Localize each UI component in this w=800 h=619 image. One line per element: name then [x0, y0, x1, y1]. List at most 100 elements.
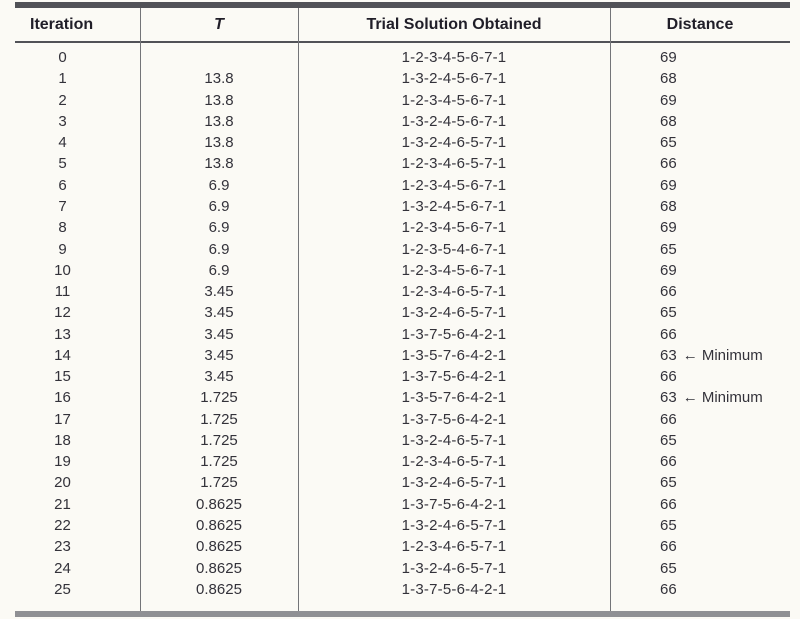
table-row: 7 6.9 1-3-2-4-5-6-7-1 68: [15, 196, 790, 217]
distance-cell: 66: [610, 326, 790, 343]
distance-value: 69: [660, 91, 677, 109]
bottom-rule: [15, 611, 790, 617]
trial-solution-cell: 1-2-3-5-4-6-7-1: [401, 240, 507, 258]
distance-cell: 68: [610, 198, 790, 215]
distance-cell: 66: [610, 538, 790, 555]
distance-value: 63: [660, 389, 677, 407]
column-separator-3: [610, 8, 611, 611]
iteration-cell: 14: [54, 346, 71, 364]
distance-value: 66: [660, 325, 677, 343]
iteration-cell: 10: [54, 261, 71, 279]
distance-value: 66: [660, 453, 677, 471]
trial-solution-cell: 1-3-7-5-6-4-2-1: [401, 410, 507, 428]
temperature-cell: 3.45: [204, 368, 234, 386]
iteration-cell: 17: [54, 410, 71, 428]
temperature-cell: 3.45: [204, 325, 234, 343]
table-row: 25 0.8625 1-3-7-5-6-4-2-1 66: [15, 579, 790, 600]
iteration-cell: 13: [54, 325, 71, 343]
distance-value: 66: [660, 538, 677, 556]
temperature-cell: 13.8: [204, 112, 234, 130]
distance-cell: 66: [610, 411, 790, 428]
distance-value: 65: [660, 474, 677, 492]
trial-solution-cell: 1-3-2-4-6-5-7-1: [401, 474, 507, 492]
distance-value: 65: [660, 134, 677, 152]
top-rule: [15, 2, 790, 8]
table-row: 10 6.9 1-2-3-4-5-6-7-1 69: [15, 260, 790, 281]
trial-solution-cell: 1-2-3-4-6-5-7-1: [401, 538, 507, 556]
distance-value: 66: [660, 283, 677, 301]
table-row: 15 3.45 1-3-7-5-6-4-2-1 66: [15, 366, 790, 387]
iteration-cell: 1: [58, 70, 67, 88]
table-body: 0 1-2-3-4-5-6-7-1 69 1 13.8 1-3-2-4-5-6-…: [15, 47, 790, 600]
distance-cell: 65: [610, 517, 790, 534]
header-underline-rule: [15, 41, 790, 43]
distance-cell: 69: [610, 177, 790, 194]
distance-value: 68: [660, 70, 677, 88]
iteration-cell: 3: [58, 112, 67, 130]
temperature-cell: 6.9: [208, 176, 230, 194]
distance-value: 63: [660, 346, 677, 364]
distance-value: 69: [660, 261, 677, 279]
trial-solution-cell: 1-3-2-4-6-5-7-1: [401, 304, 507, 322]
trial-solution-cell: 1-3-2-4-5-6-7-1: [401, 70, 507, 88]
temperature-cell: 0.8625: [196, 580, 242, 598]
table-row: 21 0.8625 1-3-7-5-6-4-2-1 66: [15, 494, 790, 515]
distance-cell: 66: [610, 581, 790, 598]
table-row: 23 0.8625 1-2-3-4-6-5-7-1 66: [15, 536, 790, 557]
table-row: 20 1.725 1-3-2-4-6-5-7-1 65: [15, 472, 790, 493]
trial-solution-cell: 1-3-5-7-6-4-2-1: [401, 389, 507, 407]
table-row: 3 13.8 1-3-2-4-5-6-7-1 68: [15, 111, 790, 132]
distance-cell: 69: [610, 92, 790, 109]
distance-value: 65: [660, 559, 677, 577]
temperature-cell: 6.9: [208, 261, 230, 279]
distance-cell: 66: [610, 368, 790, 385]
table-row: 6 6.9 1-2-3-4-5-6-7-1 69: [15, 175, 790, 196]
distance-value: 66: [660, 368, 677, 386]
iteration-cell: 9: [58, 240, 67, 258]
trial-solution-cell: 1-2-3-4-5-6-7-1: [401, 219, 507, 237]
header-distance: Distance: [666, 15, 734, 33]
table-row: 24 0.8625 1-3-2-4-6-5-7-1 65: [15, 557, 790, 578]
temperature-cell: 6.9: [208, 240, 230, 258]
header-iteration: Iteration: [30, 15, 94, 33]
temperature-cell: 13.8: [204, 91, 234, 109]
table-row: 19 1.725 1-2-3-4-6-5-7-1 66: [15, 451, 790, 472]
table-row: 12 3.45 1-3-2-4-6-5-7-1 65: [15, 302, 790, 323]
distance-value: 69: [660, 219, 677, 237]
distance-value: 65: [660, 240, 677, 258]
iteration-cell: 19: [54, 453, 71, 471]
temperature-cell: 0.8625: [196, 538, 242, 556]
iteration-cell: 11: [54, 283, 71, 301]
temperature-cell: 1.725: [200, 453, 238, 471]
iteration-cell: 7: [58, 197, 67, 215]
iteration-cell: 15: [54, 368, 71, 386]
trial-solution-cell: 1-3-2-4-6-5-7-1: [401, 559, 507, 577]
table-row: 16 1.725 1-3-5-7-6-4-2-1 63 ← Minimum: [15, 387, 790, 408]
table-row: 14 3.45 1-3-5-7-6-4-2-1 63 ← Minimum: [15, 345, 790, 366]
distance-value: 66: [660, 580, 677, 598]
table-row: 13 3.45 1-3-7-5-6-4-2-1 66: [15, 323, 790, 344]
iteration-cell: 20: [54, 474, 71, 492]
trial-solution-cell: 1-2-3-4-6-5-7-1: [401, 155, 507, 173]
temperature-cell: 1.725: [200, 431, 238, 449]
table-row: 22 0.8625 1-3-2-4-6-5-7-1 65: [15, 515, 790, 536]
distance-value: 69: [660, 176, 677, 194]
distance-cell: 63 ← Minimum: [610, 347, 790, 364]
trial-solution-cell: 1-2-3-4-5-6-7-1: [401, 49, 507, 67]
distance-cell: 69: [610, 262, 790, 279]
temperature-cell: 1.725: [200, 410, 238, 428]
iteration-cell: 24: [54, 559, 71, 577]
table-row: 1 13.8 1-3-2-4-5-6-7-1 68: [15, 68, 790, 89]
temperature-cell: 0.8625: [196, 559, 242, 577]
table-row: 4 13.8 1-3-2-4-6-5-7-1 65: [15, 132, 790, 153]
distance-cell: 66: [610, 283, 790, 300]
column-separator-2: [298, 8, 299, 611]
temperature-cell: 0.8625: [196, 495, 242, 513]
temperature-cell: 6.9: [208, 197, 230, 215]
iteration-cell: 16: [54, 389, 71, 407]
trial-solution-cell: 1-3-2-4-6-5-7-1: [401, 516, 507, 534]
temperature-cell: 3.45: [204, 346, 234, 364]
table-row: 11 3.45 1-2-3-4-6-5-7-1 66: [15, 281, 790, 302]
minimum-annotation: ← Minimum: [682, 346, 763, 364]
